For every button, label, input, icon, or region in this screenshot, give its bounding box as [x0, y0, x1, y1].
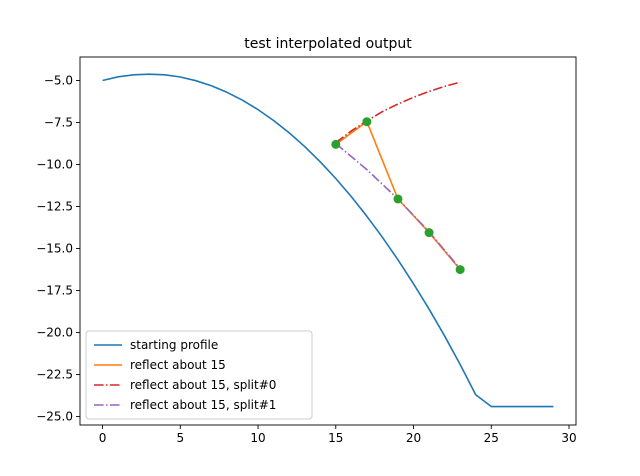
data-point-3: [393, 194, 403, 204]
x-tick-label: 25: [484, 431, 499, 445]
data-point-2: [362, 117, 372, 127]
y-tick-label: −7.5: [44, 116, 73, 130]
y-tick-label: −5.0: [44, 74, 73, 88]
data-point-5: [455, 265, 465, 275]
y-tick-label: −17.5: [36, 284, 73, 298]
x-tick-label: 0: [99, 431, 107, 445]
x-tick-label: 30: [561, 431, 576, 445]
legend-label-starting-profile: starting profile: [130, 338, 218, 352]
chart-title: test interpolated output: [244, 36, 412, 52]
y-tick-label: −12.5: [36, 200, 73, 214]
plot-frame: [79, 56, 577, 426]
legend-label-reflect-about-15-split-1: reflect about 15, split#1: [130, 398, 276, 412]
y-tick-label: −10.0: [36, 158, 73, 172]
data-point-4: [424, 228, 434, 238]
x-tick-label: 5: [176, 431, 184, 445]
legend-label-reflect-about-15-split-0: reflect about 15, split#0: [130, 378, 276, 392]
plot-area: [102, 73, 554, 408]
axes: 0 5 10 15 20 25 30 −5.0 −7.5 −10.0 −12.5 −15.0 −17.5…: [36, 56, 577, 445]
series-line-starting-profile: [102, 73, 554, 408]
x-tick-label: 15: [328, 431, 343, 445]
x-tick-label: 20: [406, 431, 421, 445]
y-tick-label: −22.5: [36, 368, 73, 382]
y-tick-label: −20.0: [36, 326, 73, 340]
legend-box: [85, 330, 313, 420]
legend: starting profile reflect about 15 reflect …: [85, 330, 313, 420]
legend-label-reflect-about-15: reflect about 15: [130, 358, 226, 372]
y-tick-label: −25.0: [36, 410, 73, 424]
series-line-reflect-about-15-split-0: [335, 81, 461, 144]
x-tick-label: 10: [250, 431, 265, 445]
data-point-1: [331, 139, 341, 149]
y-tick-label: −15.0: [36, 242, 73, 256]
